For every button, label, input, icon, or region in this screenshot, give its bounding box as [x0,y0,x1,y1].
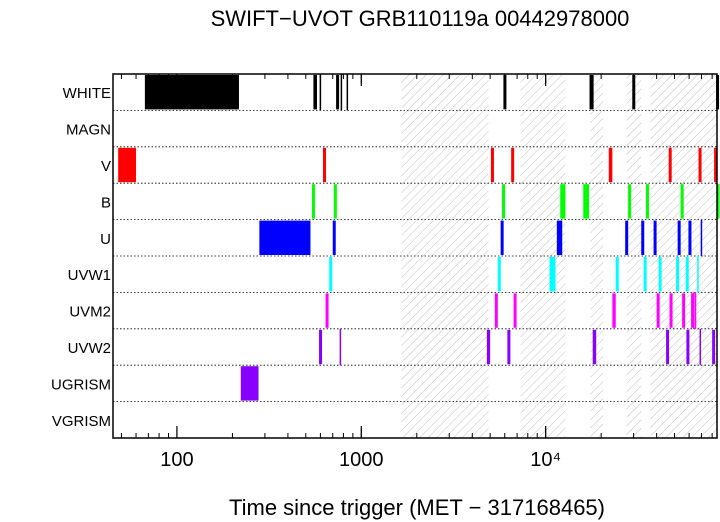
exposure-bar-v [668,147,672,183]
exposure-bar-u [625,220,629,255]
exposure-bar-u [641,220,645,255]
exposure-bar-u [653,220,657,255]
gap-region-3 [626,74,642,438]
exposure-bar-b [502,184,506,219]
exposure-bar-v [714,147,718,183]
exposure-bar-v [698,147,702,183]
exposure-bar-white [632,75,636,110]
exposure-bar-uvw2 [486,329,491,365]
x-tick-label: 10⁴ [530,449,561,471]
exposure-bar-uvw1 [685,257,689,292]
exposure-bar-uvm2 [682,293,686,328]
exposure-bar-u [500,220,504,255]
exposure-bar-white [144,75,239,110]
exposure-bar-white [503,75,507,110]
exposure-bar-uvw1 [658,257,662,292]
exposure-bar-uvw1 [497,257,501,292]
exposure-bar-uvm2 [691,293,695,328]
category-label: V [101,158,111,175]
category-label: UVM2 [69,304,111,321]
exposure-bar-u [688,220,692,255]
exposure-bar-uvw1 [549,257,556,292]
x-axis-label: Time since trigger (MET − 317168465) [229,495,605,520]
exposure-bar-b [716,184,720,219]
exposure-bar-uvm2 [513,293,517,328]
category-labels: WHITE MAGN V B U UVW1 UVM2 UVW2 UGRISM VGRISM [51,85,111,430]
x-axis: 100 1000 10⁴ [120,74,713,471]
category-label: UGRISM [51,376,111,393]
category-label: U [100,231,111,248]
exposure-bar-b [680,184,684,219]
exposure-bar-b [645,184,649,219]
exposure-bar-uvw1 [676,257,680,292]
category-label: UVW2 [68,340,111,357]
chart-title: SWIFT−UVOT GRB110119a 00442978000 [211,6,630,31]
x-tick-label: 100 [160,449,193,471]
exposure-bar-v [511,147,515,183]
exposure-bar-u [677,220,681,255]
exposure-bar-uvw2 [686,329,690,365]
exposure-bar-b [583,184,590,219]
exposure-bar-uvw2 [592,329,597,365]
exposure-bar-b [311,184,315,219]
exposure-bar-u [259,220,311,255]
exposure-bar-v [490,147,494,183]
exposure-bar-uvw1 [615,257,619,292]
exposure-bar-ugrism [240,366,259,401]
category-label: B [101,194,111,211]
exposure-bar-uvm2 [656,293,660,328]
exposure-bar-v [608,147,613,183]
plot-frame [112,73,718,439]
exposure-bar-uvm2 [494,293,498,328]
exposure-bar-white [313,75,317,110]
exposure-bar-v [118,147,137,183]
category-label: WHITE [63,85,111,102]
category-label: UVW1 [68,267,111,284]
exposure-bar-white [589,75,594,110]
exposure-bar-b [628,184,632,219]
exposure-bar-b [560,184,566,219]
exposure-bar-v [323,147,327,183]
exposure-bar-u [332,220,336,255]
exposure-bar-uvm2 [612,293,616,328]
row-separators [113,110,717,403]
exposure-bar-b [333,184,337,219]
exposure-bar-uvm2 [325,293,329,328]
exposure-bar-white [336,75,340,110]
exposure-bar-uvw2 [319,329,323,365]
exposure-bar-uvw2 [666,329,670,365]
category-label: VGRISM [52,413,111,430]
exposure-bar-uvw1 [329,257,333,292]
exposure-bar-uvm2 [669,293,673,328]
exposure-marks [118,74,720,401]
category-label: MAGN [66,122,111,139]
exposure-bar-uvw1 [643,257,647,292]
exposure-bar-uvw2 [712,329,716,365]
exposure-bar-u [556,220,563,255]
exposure-bar-uvw2 [507,329,511,365]
x-tick-label: 1000 [339,449,384,471]
